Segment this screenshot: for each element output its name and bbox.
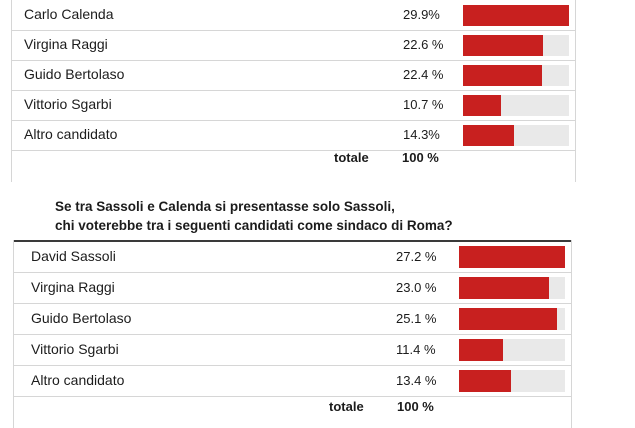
bar bbox=[463, 94, 501, 116]
percentage-label: 10.7 % bbox=[403, 97, 444, 112]
candidate-name: Vittorio Sgarbi bbox=[24, 96, 112, 112]
candidate-name: Virgina Raggi bbox=[31, 278, 115, 295]
percentage-label: 22.6 % bbox=[403, 37, 444, 52]
bar-track bbox=[463, 64, 569, 86]
bar-track bbox=[459, 276, 565, 299]
candidate-name: Virgina Raggi bbox=[24, 36, 108, 52]
percentage-label: 14.3% bbox=[403, 127, 440, 142]
candidate-name: Altro candidato bbox=[24, 126, 118, 142]
percentage-label: 29.9% bbox=[403, 7, 440, 22]
bar bbox=[459, 369, 512, 392]
chart-panel-2: David Sassoli 27.2 % Virgina Raggi 23.0 % Gu… bbox=[0, 240, 635, 428]
percentage-label: 25.1 % bbox=[396, 310, 437, 326]
bar bbox=[463, 64, 543, 86]
total-label: totale bbox=[329, 399, 364, 414]
table-left-border bbox=[11, 0, 12, 182]
chart-top-rule bbox=[13, 240, 571, 242]
bar-track bbox=[459, 369, 565, 392]
bar bbox=[463, 34, 543, 56]
question-line-1: Se tra Sassoli e Calenda si presentasse … bbox=[55, 199, 395, 214]
percentage-label: 23.0 % bbox=[396, 279, 437, 295]
candidate-name: Altro candidato bbox=[31, 371, 125, 388]
bar bbox=[459, 338, 504, 361]
bar bbox=[463, 124, 514, 146]
bar bbox=[459, 245, 565, 268]
candidate-name: Guido Bertolaso bbox=[31, 309, 132, 326]
bar bbox=[463, 4, 569, 26]
bar-track bbox=[459, 307, 565, 330]
row-divider bbox=[13, 365, 571, 366]
candidate-name: Vittorio Sgarbi bbox=[31, 340, 119, 357]
percentage-label: 11.4 % bbox=[396, 341, 436, 357]
bar-track bbox=[463, 34, 569, 56]
row-divider bbox=[11, 30, 575, 31]
row-divider bbox=[11, 120, 575, 121]
bar-track bbox=[463, 94, 569, 116]
total-value: 100 % bbox=[397, 399, 434, 414]
table-right-border bbox=[571, 240, 572, 428]
total-label: totale bbox=[334, 150, 369, 165]
bar-track bbox=[459, 338, 565, 361]
row-divider bbox=[11, 150, 575, 151]
candidate-name: Carlo Calenda bbox=[24, 6, 114, 22]
percentage-label: 27.2 % bbox=[396, 248, 437, 264]
total-value: 100 % bbox=[402, 150, 439, 165]
bar-track bbox=[459, 245, 565, 268]
row-divider bbox=[13, 272, 571, 273]
table-right-border bbox=[575, 0, 576, 182]
bar-track bbox=[463, 4, 569, 26]
percentage-label: 22.4 % bbox=[403, 67, 444, 82]
row-divider bbox=[13, 334, 571, 335]
candidate-name: Guido Bertolaso bbox=[24, 66, 125, 82]
percentage-label: 13.4 % bbox=[396, 372, 437, 388]
bar-track bbox=[463, 124, 569, 146]
bar bbox=[459, 307, 557, 330]
row-divider bbox=[11, 90, 575, 91]
question-line-2: chi voterebbe tra i seguenti candidati c… bbox=[55, 218, 453, 233]
chart-panel-1: Carlo Calenda 29.9% Virgina Raggi 22.6 % Gui… bbox=[0, 0, 635, 182]
bar bbox=[459, 276, 549, 299]
row-divider bbox=[13, 396, 571, 397]
row-divider bbox=[11, 60, 575, 61]
candidate-name: David Sassoli bbox=[31, 247, 116, 264]
row-divider bbox=[13, 303, 571, 304]
